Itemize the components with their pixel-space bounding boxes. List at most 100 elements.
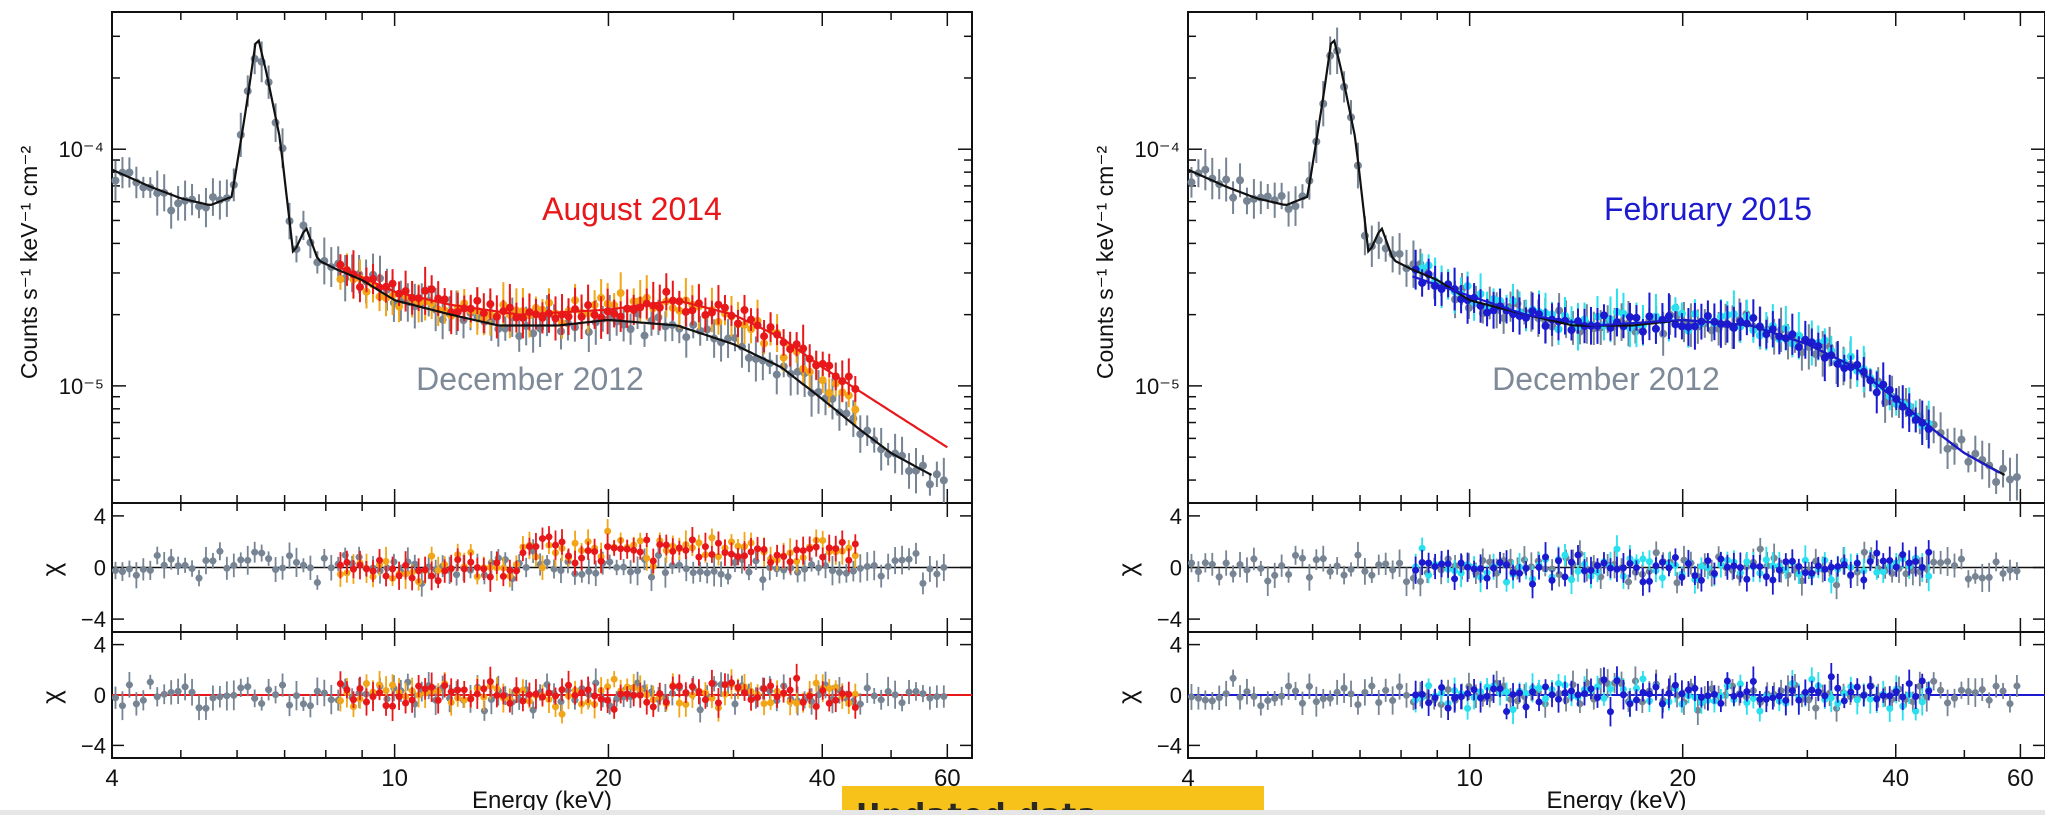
residual-point <box>1194 694 1202 702</box>
residual-point <box>460 565 468 573</box>
residual-point <box>717 570 725 578</box>
data-point <box>208 193 217 202</box>
residual-point <box>415 567 423 575</box>
residual-point <box>571 539 579 547</box>
residual-point <box>617 690 625 698</box>
residual-point <box>877 572 885 580</box>
residual-point <box>688 682 696 690</box>
residual-point <box>1930 677 1938 685</box>
data-point <box>740 306 749 315</box>
residual-point <box>216 547 224 555</box>
data-point <box>577 312 586 321</box>
residual-point <box>627 568 635 576</box>
residual-point <box>1978 685 1986 693</box>
data-point <box>421 286 430 295</box>
residual-point <box>634 567 642 575</box>
residual-point <box>721 549 729 557</box>
residual-point <box>473 690 481 698</box>
residual-point <box>1347 690 1355 698</box>
residual-point <box>623 545 631 553</box>
residual-point <box>411 560 419 568</box>
residual-point <box>1464 563 1472 571</box>
residual-point <box>1626 559 1634 567</box>
residual-point <box>146 678 154 686</box>
residual-point <box>741 552 749 560</box>
residual-point <box>1555 557 1563 565</box>
residual-point <box>1600 676 1608 684</box>
residual-point <box>856 564 864 572</box>
residual-point <box>1271 571 1279 579</box>
data-point <box>655 303 664 312</box>
residual-point <box>1944 699 1952 707</box>
residual-point <box>592 569 600 577</box>
residual-point <box>1437 701 1445 709</box>
residual-point <box>760 700 768 708</box>
residual-point <box>1305 573 1313 581</box>
residual-point <box>1801 556 1809 564</box>
residual-point <box>1503 688 1511 696</box>
residual-point <box>1912 707 1920 715</box>
data-point <box>1229 193 1238 202</box>
residual-point <box>1503 578 1511 586</box>
residual-point <box>863 562 871 570</box>
residual-point <box>139 565 147 573</box>
residual-point <box>1944 557 1952 565</box>
residual-point <box>884 563 892 571</box>
y-tick-label: 10⁻⁴ <box>58 137 104 162</box>
residual-point <box>160 561 168 569</box>
residual-point <box>1909 567 1917 575</box>
residual-point <box>926 694 934 702</box>
residual-point <box>167 555 175 563</box>
residual-point <box>244 683 252 691</box>
residual-point <box>383 695 391 703</box>
residual-point <box>731 558 739 566</box>
residual-point <box>421 685 429 693</box>
residual-point <box>634 679 642 687</box>
residual-point <box>812 703 820 711</box>
data-point <box>1992 478 2001 487</box>
residual-point <box>578 689 586 697</box>
residual-point <box>1194 568 1202 576</box>
residual-point <box>1215 573 1223 581</box>
residual-point <box>832 696 840 704</box>
residual-point <box>1490 685 1498 693</box>
residual-point <box>912 549 920 557</box>
data-point <box>744 353 753 362</box>
residual-point <box>1673 579 1681 587</box>
residual-point <box>701 696 709 704</box>
residual-point <box>1431 563 1439 571</box>
residual-point <box>819 553 827 561</box>
residual-point <box>754 693 762 701</box>
residual-point <box>643 554 651 562</box>
residual-point <box>1840 690 1848 698</box>
residual-point <box>613 563 621 571</box>
residual-point <box>522 564 530 572</box>
residual-point <box>1361 567 1369 575</box>
residual-point <box>851 552 859 560</box>
residual-point <box>1873 568 1881 576</box>
residual-point <box>382 702 390 710</box>
data-point <box>1971 449 1980 458</box>
residual-point <box>1708 685 1716 693</box>
residual-point <box>891 691 899 699</box>
residual-point <box>654 551 662 559</box>
residual-point <box>1555 570 1563 578</box>
residual-point <box>441 567 449 575</box>
x-tick-label: 10 <box>1456 765 1483 792</box>
residual-point <box>1319 555 1327 563</box>
residual-point <box>1298 699 1306 707</box>
residual-point <box>118 568 126 576</box>
residual-point <box>1470 686 1478 694</box>
residual-point <box>153 552 161 560</box>
residual-point <box>1574 567 1582 575</box>
residual-point <box>571 559 579 567</box>
residual-point <box>1457 569 1465 577</box>
residual-point <box>708 550 716 558</box>
residual-point <box>1457 693 1465 701</box>
residual-point <box>223 564 231 572</box>
residual-point <box>1593 694 1601 702</box>
residual-point <box>1477 694 1485 702</box>
data-point <box>1619 309 1628 318</box>
residual-point <box>382 572 390 580</box>
residual-point <box>1999 687 2007 695</box>
